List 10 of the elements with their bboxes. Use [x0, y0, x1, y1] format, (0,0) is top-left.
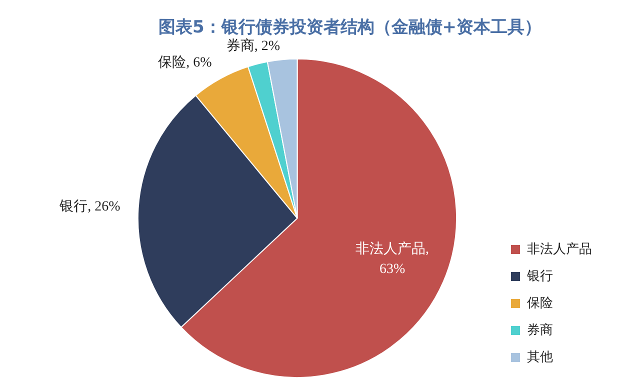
- legend-label: 非法人产品: [527, 242, 592, 257]
- chart-title: 图表5：银行债券投资者结构（金融债+资本工具）: [158, 18, 542, 38]
- data-label: 保险, 6%: [158, 54, 212, 71]
- legend-label: 银行: [526, 268, 553, 284]
- data-label: 银行, 26%: [58, 198, 121, 215]
- legend-label: 保险: [527, 296, 553, 311]
- legend-label: 其他: [527, 350, 553, 365]
- legend-label: 券商: [527, 322, 553, 338]
- data-label: 非法人产品, 63%: [356, 240, 430, 277]
- data-label: 券商, 2%: [226, 38, 280, 54]
